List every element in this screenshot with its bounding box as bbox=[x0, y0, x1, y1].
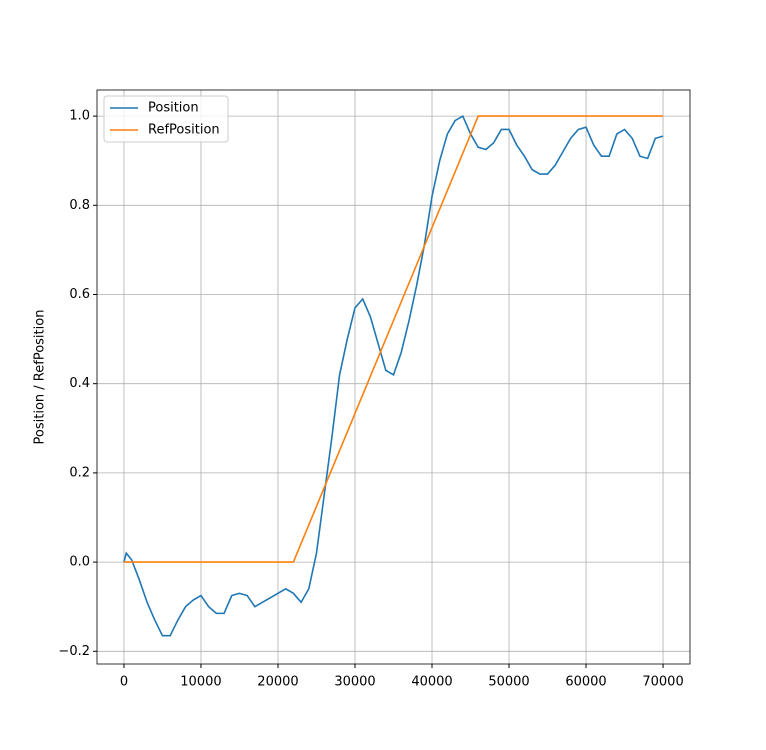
y-tick-label: 0.2 bbox=[69, 465, 90, 480]
data-line bbox=[123, 115, 664, 563]
x-tick-label: 0 bbox=[120, 675, 128, 690]
y-tick-label: 0.8 bbox=[69, 198, 90, 213]
x-tick-label: 70000 bbox=[642, 675, 683, 690]
y-tick-label: 1.0 bbox=[69, 109, 90, 124]
plot-frame bbox=[96, 89, 691, 665]
x-tick-label: 60000 bbox=[565, 675, 606, 690]
x-tick-label: 20000 bbox=[257, 675, 298, 690]
y-axis-label: Position / RefPosition bbox=[33, 310, 48, 445]
y-tick-label: 0.4 bbox=[69, 376, 90, 391]
y-tick-label: 0.6 bbox=[69, 287, 90, 302]
x-tick-label: 10000 bbox=[180, 675, 221, 690]
legend-label: Position bbox=[148, 101, 199, 116]
y-tick-label: −0.2 bbox=[58, 644, 90, 659]
x-tick-label: 50000 bbox=[488, 675, 529, 690]
data-line bbox=[123, 114, 664, 637]
y-tick-label: 0.0 bbox=[69, 555, 90, 570]
x-tick-label: 30000 bbox=[334, 675, 375, 690]
legend-label: RefPosition bbox=[148, 123, 220, 138]
x-tick-label: 40000 bbox=[411, 675, 452, 690]
